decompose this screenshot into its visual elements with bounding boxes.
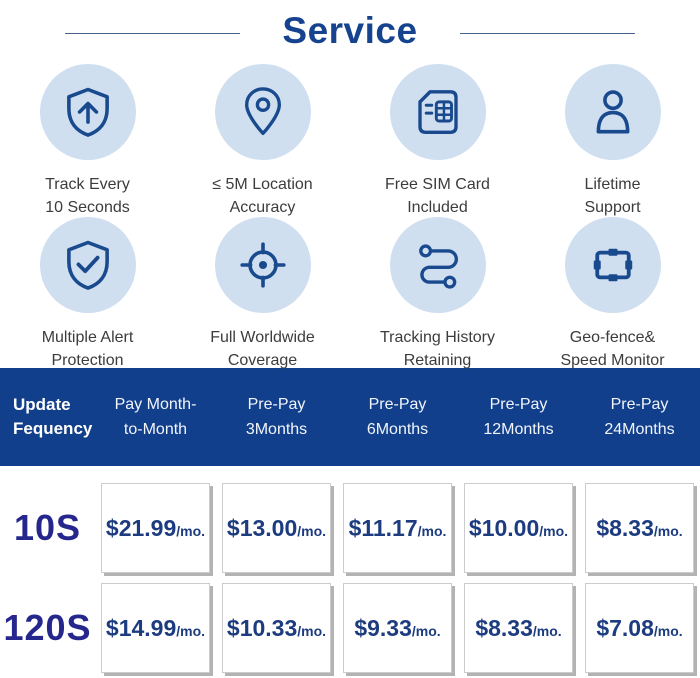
price-cell: $8.33 /mo. [585, 483, 694, 573]
price-unit: /mo. [539, 522, 569, 539]
price-unit: /mo. [297, 522, 327, 539]
price-cell: $8.33 /mo. [464, 583, 573, 673]
feature-label: Multiple Alert Protection [41, 329, 134, 369]
price-amount: $9.33 [354, 614, 412, 641]
feature-history-retaining: Tracking History Retaining [350, 215, 525, 369]
title-rule-left [65, 32, 241, 34]
price-cell: $9.33 /mo. [343, 583, 452, 673]
price-amount: $21.99 [105, 514, 177, 541]
price-unit: /mo. [297, 622, 327, 639]
pricing-header-bar: Update Fequency Pay Month- to-Month Pre-… [0, 368, 700, 466]
person-icon [564, 64, 661, 160]
price-amount: $8.33 [596, 514, 654, 541]
price-unit: /mo. [653, 522, 683, 539]
column-header-prepay-6m: Pre-Pay 6Months [366, 396, 429, 438]
crosshair-icon [214, 217, 311, 313]
plan-label-10s: 10S [13, 507, 82, 548]
price-cell: $14.99 /mo. [101, 583, 210, 673]
column-header-prepay-3m: Pre-Pay 3Months [245, 396, 308, 438]
column-header-month-to-month: Pay Month- to-Month [114, 396, 197, 438]
price-unit: /mo. [653, 622, 683, 639]
price-cell: $10.33 /mo. [222, 583, 331, 673]
shield-arrow-icon [39, 64, 136, 160]
feature-worldwide-coverage: Full Worldwide Coverage [175, 215, 350, 369]
title-rule-right [459, 32, 635, 34]
column-header-prepay-24m: Pre-Pay 24Months [604, 396, 675, 438]
feature-free-sim: Free SIM Card Included [350, 62, 525, 216]
price-amount: $7.08 [596, 614, 654, 641]
feature-lifetime-support: Lifetime Support [525, 62, 700, 216]
feature-label: Free SIM Card Included [385, 176, 490, 216]
update-frequency-header: Update Fequency [13, 395, 93, 438]
feature-label: Track Every 10 Seconds [45, 176, 130, 216]
price-cell: $21.99 /mo. [101, 483, 210, 573]
plan-row-120s: 120S $14.99 /mo. $10.33 /mo. $9.33 /mo. … [0, 583, 700, 673]
feature-geofence-speed: Geo-fence& Speed Monitor [525, 215, 700, 369]
price-cell: $11.17 /mo. [343, 483, 452, 573]
price-unit: /mo. [176, 522, 206, 539]
price-amount: $8.33 [475, 614, 533, 641]
price-amount: $10.00 [468, 514, 540, 541]
price-cell: $7.08 /mo. [585, 583, 694, 673]
price-amount: $10.33 [226, 614, 298, 641]
price-unit: /mo. [411, 622, 441, 639]
feature-alert-protection: Multiple Alert Protection [0, 215, 175, 369]
location-pin-icon [214, 64, 311, 160]
sim-card-icon [389, 64, 486, 160]
price-amount: $14.99 [105, 614, 177, 641]
plan-row-10s: 10S $21.99 /mo. $13.00 /mo. $11.17 /mo. … [0, 483, 700, 573]
feature-track-interval: Track Every 10 Seconds [0, 62, 175, 216]
feature-label: Lifetime Support [584, 176, 641, 216]
price-cell: $13.00 /mo. [222, 483, 331, 573]
geofence-icon [564, 217, 661, 313]
column-header-prepay-12m: Pre-Pay 12Months [483, 396, 554, 438]
title-row: Service [0, 0, 700, 62]
feature-label: Geo-fence& Speed Monitor [560, 329, 665, 369]
feature-location-accuracy: ≤ 5M Location Accuracy [175, 62, 350, 216]
price-unit: /mo. [532, 622, 562, 639]
shield-check-icon [39, 217, 136, 313]
feature-grid: Track Every 10 Seconds ≤ 5M Location Acc… [0, 62, 700, 369]
feature-label: ≤ 5M Location Accuracy [212, 176, 313, 216]
plan-label-120s: 120S [3, 607, 92, 648]
price-unit: /mo. [417, 522, 447, 539]
feature-label: Full Worldwide Coverage [210, 329, 315, 369]
price-unit: /mo. [176, 622, 206, 639]
page-title: Service [282, 10, 418, 51]
feature-label: Tracking History Retaining [380, 329, 495, 369]
route-icon [389, 217, 486, 313]
price-amount: $11.17 [348, 514, 418, 541]
price-amount: $13.00 [226, 514, 298, 541]
price-cell: $10.00 /mo. [464, 483, 573, 573]
